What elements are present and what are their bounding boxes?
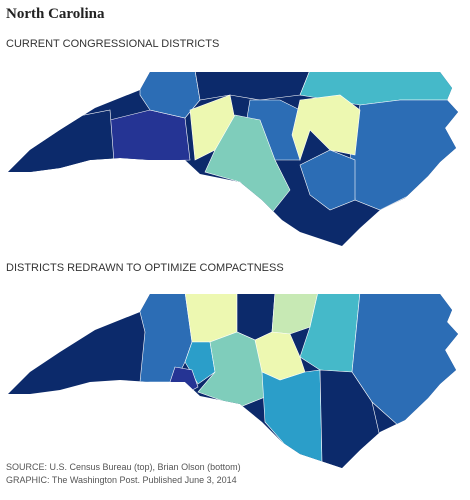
source: SOURCE: U.S. Census Bureau (top), Brian … xyxy=(6,462,241,472)
credit: GRAPHIC: The Washington Post. Published … xyxy=(6,475,237,485)
map-label: CURRENT CONGRESSIONAL DISTRICTS xyxy=(6,38,219,50)
map-label: DISTRICTS REDRAWN TO OPTIMIZE COMPACTNES… xyxy=(6,262,284,274)
redrawn-districts-map xyxy=(8,294,458,468)
title: North Carolina xyxy=(6,6,105,22)
current-districts-map xyxy=(8,72,458,246)
